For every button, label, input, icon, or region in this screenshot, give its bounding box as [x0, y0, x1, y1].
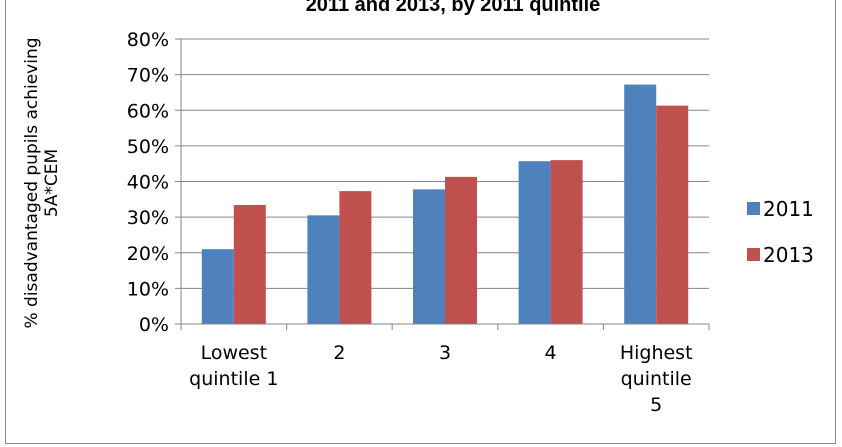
bar-2011-3: [518, 161, 551, 324]
bar-2013-4: [656, 105, 689, 325]
y-axis-label: % disadvantaged pupils achieving 5A*CEM: [22, 37, 62, 328]
bar-2011-1: [307, 215, 340, 324]
y-tick-labels: 0% 10% 20% 30% 40% 50% 60% 70% 80%: [127, 29, 169, 336]
x-tick-label: 4: [545, 342, 557, 364]
y-tick-label: 40%: [127, 172, 169, 194]
axes: [175, 38, 710, 330]
legend: 2011 2013: [747, 197, 814, 267]
bar-2011-0: [201, 249, 234, 324]
x-tick-label: 3: [439, 342, 451, 364]
y-tick-label: 60%: [127, 100, 169, 122]
bar-2013-0: [233, 205, 266, 324]
x-tick-label: 2: [333, 342, 345, 364]
x-tick-label: quintile 1: [189, 368, 278, 390]
chart-frame: 2011 and 2013, by 2011 quintile % disadv…: [5, 0, 836, 444]
y-tick-label: 30%: [127, 207, 169, 229]
x-tick-label: Lowest: [201, 342, 267, 364]
y-tick-label: 10%: [127, 278, 169, 300]
legend-label-2013: 2013: [763, 243, 814, 267]
y-tick-label: 70%: [127, 65, 169, 87]
y-tick-label: 80%: [127, 29, 169, 51]
bar-chart: 2011 and 2013, by 2011 quintile % disadv…: [22, 0, 814, 416]
chart-title: 2011 and 2013, by 2011 quintile: [306, 0, 601, 16]
legend-swatch-2011: [747, 202, 760, 215]
y-tick-label: 0%: [139, 314, 169, 336]
x-tick-label: quintile: [621, 368, 692, 390]
legend-label-2011: 2011: [763, 197, 814, 221]
legend-swatch-2013: [747, 248, 760, 261]
bar-2011-2: [413, 189, 445, 324]
bar-2013-2: [445, 176, 477, 324]
bars: [201, 84, 689, 325]
x-tick-label: Highest: [620, 342, 693, 364]
bar-2013-1: [339, 191, 372, 324]
y-tick-label: 50%: [127, 136, 169, 158]
x-tick-label: 5: [650, 394, 662, 416]
y-tick-label: 20%: [127, 243, 169, 265]
y-axis-label-line-1: % disadvantaged pupils achieving: [22, 37, 42, 328]
bar-2013-3: [550, 160, 583, 324]
x-tick-labels: Lowest quintile 1 2 3 4 Highest quintile 5: [189, 342, 692, 416]
y-axis-label-line-2: 5A*CEM: [42, 149, 62, 217]
bar-2011-4: [624, 84, 657, 324]
